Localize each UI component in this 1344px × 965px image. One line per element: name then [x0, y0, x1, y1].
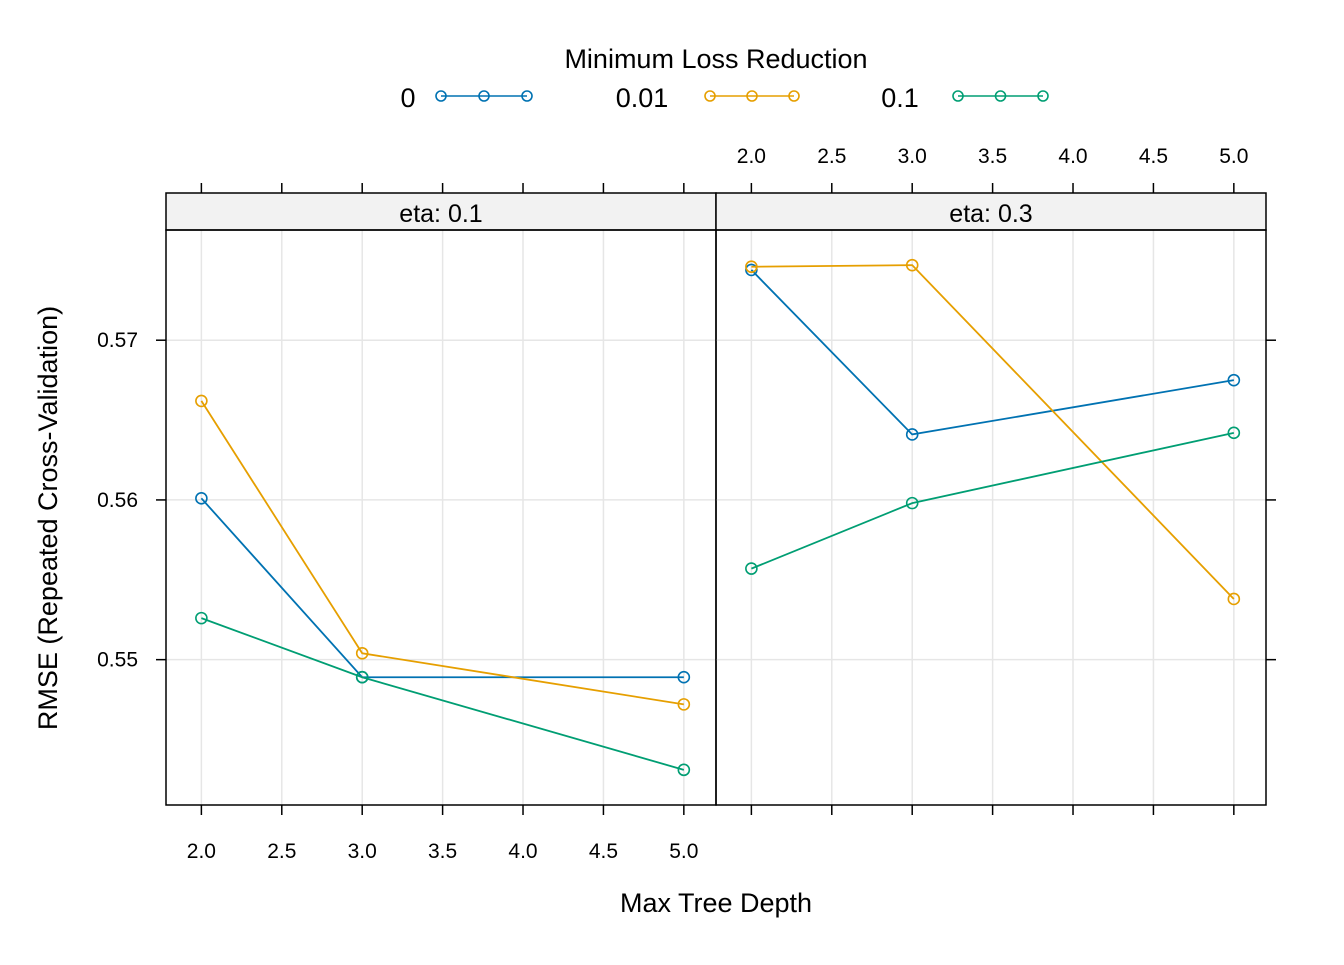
- x-tick-label: 3.5: [428, 840, 457, 863]
- legend-marker: [478, 90, 490, 102]
- x-tick-label: 5.0: [669, 840, 698, 863]
- panel-strip: [715, 192, 1267, 231]
- data-point: [745, 260, 758, 274]
- y-tick-label: 0.55: [97, 649, 138, 672]
- x-tick-label: 4.5: [1139, 145, 1168, 168]
- data-point: [905, 428, 919, 441]
- x-axis-title: Max Tree Depth: [620, 888, 812, 918]
- data-point: [1227, 373, 1241, 387]
- data-point: [677, 763, 691, 777]
- legend-marker: [788, 90, 800, 102]
- x-tick-label: 3.5: [978, 145, 1007, 168]
- data-point: [195, 611, 208, 625]
- series-line: [751, 264, 1235, 600]
- legend-label: 0.01: [616, 83, 669, 113]
- x-tick-label: 2.5: [267, 840, 296, 863]
- panel-frame: [165, 229, 717, 806]
- legend-marker: [521, 90, 533, 102]
- panel-strip-label: eta: 0.3: [949, 200, 1032, 228]
- legend-label: 0: [400, 83, 415, 113]
- x-tick-label: 3.0: [348, 840, 377, 863]
- series-line: [201, 617, 685, 771]
- data-point: [355, 670, 369, 684]
- data-point: [677, 698, 691, 711]
- x-tick-label: 4.0: [1058, 145, 1087, 168]
- legend-marker: [952, 90, 964, 102]
- data-point: [745, 263, 758, 277]
- legend-marker: [435, 90, 447, 102]
- x-tick-label: 4.0: [508, 840, 537, 863]
- data-point: [1227, 592, 1241, 606]
- data-point: [355, 646, 369, 660]
- data-point: [677, 670, 691, 684]
- data-point: [1227, 426, 1241, 440]
- series-line: [750, 269, 1234, 436]
- data-point: [905, 496, 919, 510]
- series-line: [200, 400, 684, 706]
- data-point: [195, 394, 208, 408]
- x-tick-label: 5.0: [1219, 145, 1248, 168]
- y-axis-title: RMSE (Repeated Cross-Validation): [33, 306, 63, 730]
- y-tick-label: 0.56: [97, 489, 138, 512]
- x-tick-label: 3.0: [898, 145, 927, 168]
- legend-title: Minimum Loss Reduction: [564, 44, 867, 74]
- panel-frame: [715, 229, 1267, 806]
- x-tick-label: 2.5: [817, 145, 846, 168]
- series-line: [751, 431, 1235, 570]
- legend-marker: [994, 90, 1007, 102]
- y-tick-label: 0.57: [97, 329, 138, 352]
- legend-marker: [746, 90, 758, 102]
- x-tick-label: 4.5: [589, 840, 618, 863]
- data-point: [905, 258, 919, 272]
- data-point: [195, 492, 208, 505]
- legend-marker: [1037, 90, 1049, 102]
- x-tick-label: 2.0: [737, 145, 766, 168]
- panel-strip: [165, 192, 717, 231]
- panel-strip-label: eta: 0.1: [399, 200, 482, 228]
- x-tick-label: 2.0: [187, 840, 216, 863]
- legend-marker: [704, 90, 716, 102]
- legend-label: 0.1: [881, 83, 919, 113]
- data-point: [745, 562, 758, 575]
